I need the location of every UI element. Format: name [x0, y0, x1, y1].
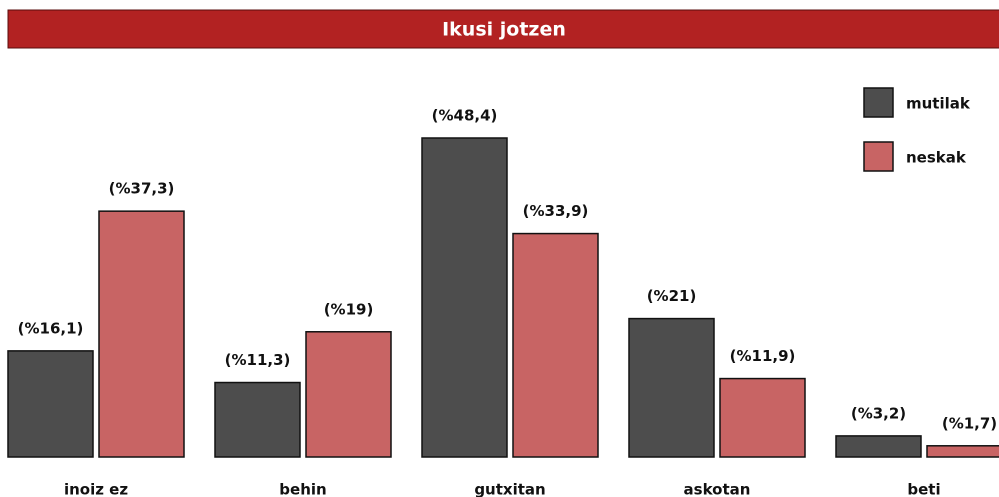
bar: [214, 381, 301, 458]
value-label: (%37,3): [109, 180, 175, 198]
bar: [835, 435, 922, 458]
bar: [421, 137, 508, 458]
x-tick-label: gutxitan: [474, 481, 545, 497]
x-tick-label: inoiz ez: [64, 481, 128, 497]
chart-title: Ikusi jotzen: [442, 19, 566, 41]
bar: [628, 317, 715, 458]
bar: [719, 377, 806, 458]
bar: [7, 350, 94, 458]
legend-label: neskak: [906, 149, 967, 167]
x-tick-label: behin: [279, 481, 326, 497]
value-label: (%16,1): [18, 319, 84, 337]
bar: [926, 445, 999, 458]
value-label: (%11,3): [225, 351, 291, 369]
value-label: (%11,9): [730, 347, 796, 365]
value-label: (%3,2): [851, 404, 906, 422]
legend-swatch: [863, 87, 894, 118]
value-label: (%21): [647, 287, 697, 305]
value-label: (%19): [324, 300, 374, 318]
legend-swatch: [863, 141, 894, 172]
bar: [305, 331, 392, 458]
bar: [98, 210, 185, 458]
x-tick-label: askotan: [684, 481, 751, 497]
title-bar: [7, 9, 999, 49]
x-tick-label: beti: [907, 481, 940, 497]
legend-label: mutilak: [906, 95, 971, 113]
value-label: (%33,9): [523, 202, 589, 220]
value-label: (%1,7): [942, 414, 997, 432]
bar: [512, 232, 599, 458]
value-label: (%48,4): [432, 107, 498, 125]
